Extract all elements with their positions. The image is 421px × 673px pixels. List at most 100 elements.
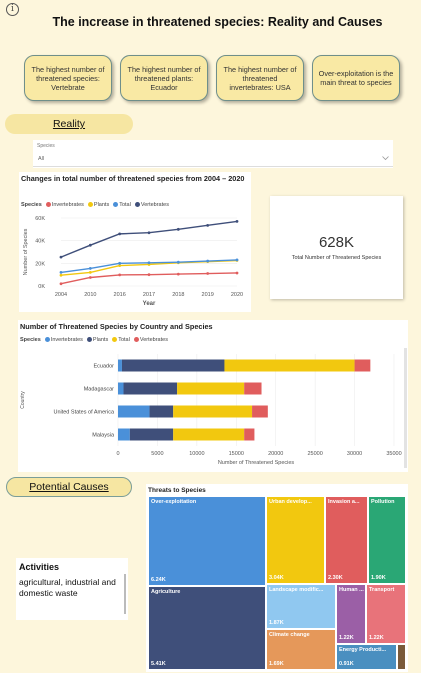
legend-item-invertebrates[interactable]: Invertebrates [45, 202, 84, 208]
data-point[interactable] [118, 273, 122, 277]
treemap: Over-exploitation 6.24K Agriculture 5.41K Ur… [148, 496, 406, 670]
data-point[interactable] [176, 227, 180, 231]
data-point[interactable] [118, 232, 122, 236]
data-point[interactable] [88, 243, 92, 247]
treemap-cell-label: Energy Producti... [339, 647, 387, 653]
section-label: Potential Causes [29, 481, 109, 493]
kpi-value: 628K [318, 234, 355, 251]
data-point[interactable] [88, 276, 92, 279]
x-axis-label: Number of Threatened Species [218, 460, 295, 466]
data-point[interactable] [88, 271, 92, 274]
card-text: The highest number of threatened species… [31, 64, 105, 92]
data-point[interactable] [176, 272, 180, 276]
category-label: United States of America [53, 410, 114, 416]
legend-item-total[interactable]: Total [113, 202, 131, 208]
section-reality: Reality [5, 114, 133, 134]
card-text: Over-exploitation is the main threat to … [318, 69, 394, 87]
slicer-label: Species [37, 143, 55, 149]
bar-chart-legend: Species Invertebrates Plants Total Verte… [20, 337, 168, 343]
bar-segment-vertebrates[interactable] [244, 382, 262, 395]
bar-segment-invertebrates[interactable] [118, 359, 122, 372]
data-point[interactable] [59, 273, 63, 277]
x-tick-label: 25000 [307, 451, 322, 457]
line-chart-panel: Changes in total number of threatened sp… [19, 172, 251, 312]
activities-text: agricultural, industrial and domestic wa… [19, 577, 116, 598]
line-chart-title: Changes in total number of threatened sp… [21, 174, 245, 183]
bar-segment-plants[interactable] [121, 359, 225, 372]
treemap-cell[interactable]: Energy Producti... 0.91K [336, 644, 397, 670]
bar-segment-plants[interactable] [149, 405, 174, 418]
category-label: Ecuador [94, 364, 115, 370]
data-point[interactable] [235, 271, 239, 275]
x-tick-label: 35000 [386, 451, 401, 457]
bar-segment-invertebrates[interactable] [118, 382, 124, 395]
treemap-cell[interactable]: Landscape modific... 1.87K [266, 584, 336, 629]
data-point[interactable] [147, 231, 151, 235]
chevron-down-icon[interactable] [382, 156, 389, 161]
scrollbar[interactable] [404, 348, 407, 468]
treemap-cell[interactable]: Over-exploitation 6.24K [148, 496, 266, 586]
species-slicer[interactable]: Species All [33, 140, 393, 168]
data-point[interactable] [206, 223, 210, 227]
treemap-cell[interactable]: Urban develop... 3.04K [266, 496, 325, 584]
x-tick-label: 10000 [189, 451, 204, 457]
treemap-cell[interactable]: Invasion a... 2.30K [325, 496, 368, 584]
info-icon[interactable]: i [6, 3, 19, 16]
treemap-cell[interactable] [397, 644, 406, 670]
data-point[interactable] [59, 282, 63, 286]
bar-segment-invertebrates[interactable] [118, 428, 130, 441]
y-tick-label: 0K [38, 284, 45, 290]
legend-item-vertebrates[interactable]: Vertebrates [134, 202, 169, 208]
bar-segment-invertebrates[interactable] [118, 405, 150, 418]
treemap-cell[interactable]: Human ... 1.22K [336, 584, 366, 644]
x-tick-label: 2017 [143, 292, 155, 298]
data-point[interactable] [235, 220, 239, 223]
data-point[interactable] [206, 272, 210, 275]
treemap-cell[interactable]: Agriculture 5.41K [148, 586, 266, 670]
treemap-cell-value: 0.91K [339, 661, 354, 667]
scrollbar[interactable] [124, 574, 126, 614]
legend-item-total[interactable]: Total [112, 337, 130, 343]
data-point[interactable] [176, 260, 180, 264]
card-text: The highest number of threatened inverte… [223, 64, 297, 92]
data-point[interactable] [147, 273, 151, 277]
treemap-cell[interactable]: Climate change 1.69K [266, 629, 336, 670]
bar-segment-total[interactable] [173, 428, 245, 441]
treemap-cell-value: 1.69K [269, 661, 284, 667]
legend-item-plants[interactable]: Plants [86, 337, 108, 343]
data-point[interactable] [59, 271, 63, 274]
y-axis-label: Country [20, 391, 26, 409]
bar-chart: 0 5000 10000 15000 20000 25000 30000 35000 Numbe… [20, 354, 402, 466]
data-point[interactable] [118, 264, 122, 267]
data-point[interactable] [88, 267, 92, 270]
legend-item-vertebrates[interactable]: Vertebrates [133, 337, 168, 343]
bar-segment-plants[interactable] [129, 428, 174, 441]
x-tick-label: 20000 [268, 451, 283, 457]
treemap-cell-value: 5.41K [151, 661, 166, 667]
data-point[interactable] [59, 255, 63, 259]
bar-segment-plants[interactable] [123, 382, 178, 395]
bar-segment-vertebrates[interactable] [244, 428, 255, 441]
bar-segment-total[interactable] [224, 359, 355, 372]
data-point[interactable] [118, 261, 122, 265]
treemap-cell[interactable]: Transport 1.22K [366, 584, 406, 644]
data-point[interactable] [235, 258, 239, 262]
legend-title: Species [21, 202, 42, 208]
data-point[interactable] [147, 261, 151, 265]
bar-segment-vertebrates[interactable] [354, 359, 371, 372]
series-line-vertebrates[interactable] [60, 220, 238, 258]
activities-card: Activities agricultural, industrial and … [16, 558, 128, 620]
bar-segment-vertebrates[interactable] [252, 405, 268, 418]
treemap-cell-label: Climate change [269, 632, 310, 638]
treemap-cell[interactable]: Pollution 1.90K [368, 496, 406, 584]
treemap-cell-value: 1.87K [269, 620, 284, 626]
bar-segment-total[interactable] [173, 405, 253, 418]
treemap-cell-label: Agriculture [151, 589, 181, 595]
line-chart: 0K 20K 40K 60K 2004 2010 2016 2017 2018 2019 2020 Y… [23, 216, 243, 307]
data-point[interactable] [206, 259, 210, 263]
legend-item-invertebrates[interactable]: Invertebrates [44, 337, 83, 343]
bar-segment-total[interactable] [177, 382, 245, 395]
category-label: Malaysia [92, 433, 115, 439]
page-title: The increase in threatened species: Real… [52, 15, 383, 29]
legend-item-plants[interactable]: Plants [87, 202, 109, 208]
